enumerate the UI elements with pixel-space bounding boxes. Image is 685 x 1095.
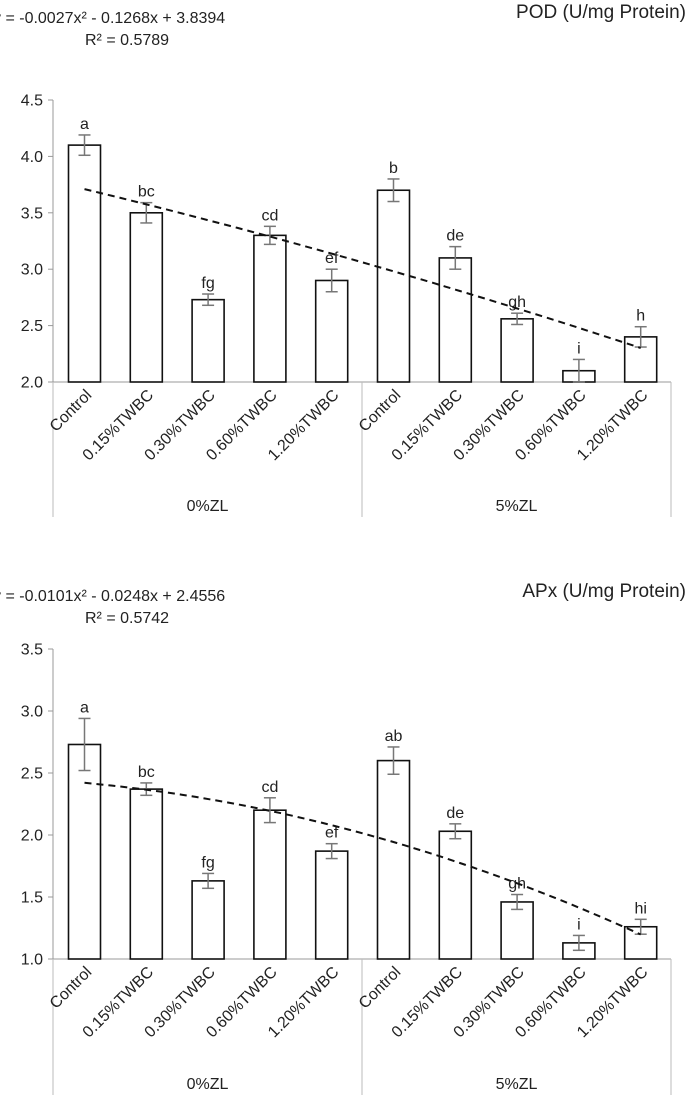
pod-bar: [438, 257, 473, 383]
pod-bar: [253, 234, 287, 383]
pod-bar: [129, 212, 164, 383]
pod-y-tick-label: 3.5: [21, 205, 43, 222]
apx-significance-label: fg: [201, 854, 214, 871]
apx-y-tick-label: 1.0: [21, 952, 43, 969]
apx-y-tick-label: 2.0: [21, 828, 43, 845]
apx-y-tick-label: 3.0: [21, 704, 43, 721]
apx-significance-label: ab: [385, 728, 403, 745]
apx-y-tick-label: 1.5: [21, 890, 43, 907]
pod-bar: [500, 318, 534, 383]
pod-y-tick-label: 2.0: [21, 375, 43, 392]
apx-group-label: 0%ZL: [187, 1076, 229, 1093]
pod-significance-label: b: [389, 160, 398, 177]
pod-significance-label: h: [636, 308, 645, 325]
apx-category-label: Control: [47, 964, 95, 1012]
pod-significance-label: de: [446, 228, 464, 245]
apx-significance-label: a: [80, 699, 89, 716]
pod-significance-label: cd: [261, 207, 278, 224]
apx-bar: [67, 743, 102, 960]
pod-group-label: 5%ZL: [496, 498, 538, 515]
apx-chart-title: APx (U/mg Protein): [522, 581, 685, 602]
apx-significance-label: cd: [261, 779, 278, 796]
pod-r-squared: R² = 0.5789: [85, 32, 169, 49]
apx-bar: [129, 788, 164, 960]
apx-bar: [376, 759, 411, 960]
pod-trendline: [84, 188, 642, 349]
apx-r-squared: R² = 0.5742: [85, 610, 169, 627]
pod-significance-label: a: [80, 116, 89, 133]
pod-y-tick-label: 3.0: [21, 262, 43, 279]
apx-group-label: 5%ZL: [496, 1076, 538, 1093]
apx-significance-label: ef: [325, 825, 339, 842]
apx-y-tick-label: 3.5: [21, 642, 43, 659]
apx-bar: [438, 830, 473, 960]
pod-bar: [376, 189, 411, 383]
apx-category-label: Control: [356, 964, 404, 1012]
pod-category-label: Control: [47, 387, 95, 435]
pod-bar: [314, 279, 349, 383]
apx-y-tick-label: 2.5: [21, 766, 43, 783]
pod-y-tick-label: 4.5: [21, 93, 43, 110]
pod-group-label: 0%ZL: [187, 498, 229, 515]
apx-chart: y = -0.0101x² - 0.0248x + 2.4556 R² = 0.…: [0, 581, 685, 1095]
pod-bar: [191, 298, 225, 383]
pod-bar: [67, 144, 102, 383]
apx-bar: [191, 880, 225, 960]
pod-significance-label: i: [577, 340, 581, 357]
pod-y-tick-label: 4.0: [21, 149, 43, 166]
apx-significance-label: hi: [634, 900, 646, 917]
apx-trendline: [84, 781, 642, 936]
apx-bar: [500, 901, 534, 960]
pod-chart: y = -0.0027x² - 0.1268x + 3.8394 R² = 0.…: [0, 2, 685, 517]
apx-trend-equation: y = -0.0101x² - 0.0248x + 2.4556: [0, 588, 225, 605]
apx-significance-label: i: [577, 916, 581, 933]
apx-significance-label: de: [446, 805, 464, 822]
pod-significance-label: fg: [201, 275, 214, 292]
pod-category-label: Control: [356, 387, 404, 435]
pod-trend-equation: y = -0.0027x² - 0.1268x + 3.8394: [0, 10, 225, 27]
pod-chart-title: POD (U/mg Protein): [516, 2, 685, 23]
pod-significance-label: ef: [325, 250, 339, 267]
apx-significance-label: bc: [138, 764, 155, 781]
apx-bar: [253, 809, 287, 960]
pod-significance-label: bc: [138, 184, 155, 201]
pod-y-tick-label: 2.5: [21, 318, 43, 335]
apx-bar: [314, 850, 349, 960]
